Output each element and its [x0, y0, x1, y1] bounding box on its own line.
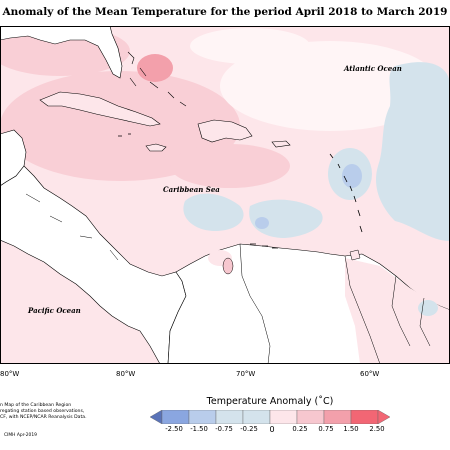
legend-tick: 0	[269, 425, 275, 434]
note-line: CF, with NCEP/NCAR Reanalysis Data.	[0, 415, 87, 421]
pacific-ocean-label: Pacific Ocean	[28, 306, 81, 315]
legend-swatch	[150, 410, 163, 424]
legend-tick: 0.75	[318, 425, 334, 433]
jamaica-island	[145, 143, 167, 152]
abc-islands	[250, 243, 278, 249]
caribbean-sea-label: Caribbean Sea	[163, 185, 220, 194]
longitude-label: 60°W	[360, 370, 380, 378]
map-area: Atlantic Ocean Caribbean Sea Pacific Oce…	[0, 26, 450, 364]
longitude-label: 80°W	[0, 370, 20, 378]
legend-swatch	[161, 410, 190, 424]
legend-tick: -0.75	[215, 425, 233, 433]
puerto-rico-island	[271, 140, 291, 148]
map-canvas	[0, 26, 450, 364]
country-border	[239, 243, 271, 364]
legend-swatch	[215, 410, 244, 424]
legend-title: Temperature Anomaly (˚C)	[206, 396, 334, 407]
cool-anomaly-core	[255, 217, 269, 229]
legend-tick: 2.50	[369, 425, 385, 433]
cool-anomaly-atlantic	[375, 62, 450, 241]
note-line: n Map of the Caribbean Region	[0, 403, 72, 408]
florida-landmass	[0, 26, 123, 79]
note-line: regating station based observations,	[0, 409, 85, 415]
legend-swatch	[242, 410, 271, 424]
country-border	[419, 297, 431, 347]
neutral-area	[220, 41, 440, 131]
lesser-antilles	[329, 153, 363, 233]
legend-swatch	[188, 410, 217, 424]
longitude-label: 70°W	[236, 370, 256, 378]
legend-tick: 0.25	[292, 425, 308, 433]
cuba-island	[39, 91, 161, 127]
map-note: n Map of the Caribbean Region regating s…	[0, 403, 118, 422]
cayman-islands	[118, 133, 131, 137]
warm-anomaly-land	[345, 258, 450, 364]
credit-text: CIMH Apr-2019	[4, 433, 37, 438]
country-border	[391, 275, 411, 347]
country-border	[25, 193, 119, 261]
atlantic-ocean-label: Atlantic Ocean	[344, 64, 402, 73]
legend-colorbar	[150, 410, 390, 424]
trinidad-island	[349, 249, 361, 261]
cool-anomaly-caribbean	[249, 199, 323, 238]
hispaniola-island	[197, 119, 253, 143]
map-title: Anomaly of the Mean Temperature for the …	[2, 6, 448, 18]
cool-anomaly-caribbean	[183, 193, 244, 231]
legend-swatch	[269, 410, 298, 424]
cool-anomaly-core	[342, 164, 362, 188]
legend-swatch	[323, 410, 352, 424]
legend-tick: 1.50	[343, 425, 359, 433]
bahamas-islands	[127, 51, 187, 107]
legend-swatch	[296, 410, 325, 424]
lake-maracaibo	[222, 257, 234, 275]
legend-swatch	[377, 410, 390, 424]
warm-anomaly-patch	[170, 144, 290, 188]
legend-tick: -0.25	[240, 425, 258, 433]
legend-tick: -2.50	[165, 425, 183, 433]
cool-anomaly-land	[418, 300, 438, 316]
country-border	[344, 255, 381, 364]
longitude-label: 80°W	[116, 370, 136, 378]
neutral-area	[190, 28, 310, 64]
legend-tick: -1.50	[190, 425, 208, 433]
warm-anomaly-core	[137, 54, 173, 82]
legend-swatch	[350, 410, 379, 424]
